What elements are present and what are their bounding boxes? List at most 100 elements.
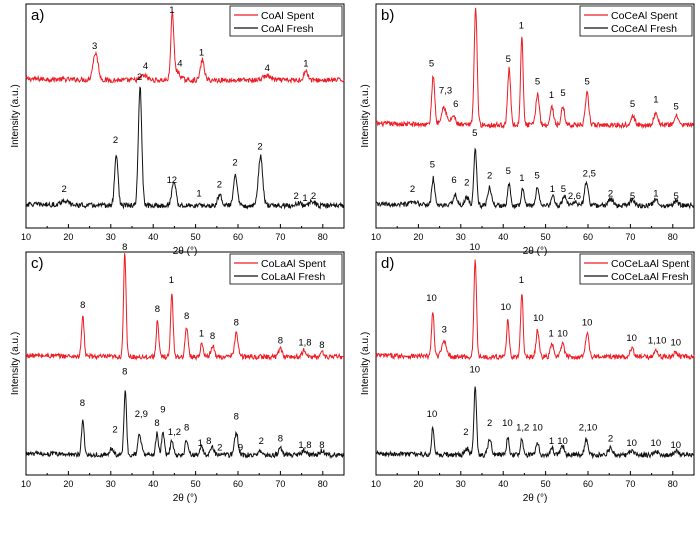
peak-label: 5: [560, 88, 565, 99]
legend-box: [579, 253, 693, 285]
peak-label: 2: [217, 442, 222, 453]
x-axis-label: 2θ (°): [173, 493, 198, 504]
panel-label: d): [381, 255, 394, 272]
peak-label: 10: [670, 338, 681, 349]
peak-label: 1: [198, 438, 203, 449]
peak-label: 10: [557, 329, 568, 340]
plot-frame: [25, 251, 345, 476]
peak-label: 8: [122, 242, 127, 253]
peak-label: 1: [549, 436, 554, 447]
peak-label: 10: [533, 313, 544, 324]
peak-label: 5: [585, 77, 590, 88]
legend-label: CoCeLaAl Spent: [611, 258, 689, 270]
peak-label: 3: [442, 324, 447, 335]
panel-d: 10 20 30 40 50 60 70 80 2θ (°) Intensity (a.u.) d)…: [360, 242, 695, 504]
peak-label: 1: [548, 329, 553, 340]
peak-label: 5: [534, 171, 539, 182]
x-tick-label: 30: [456, 232, 466, 242]
plot-frame: [25, 3, 345, 229]
x-tick-label: 10: [21, 479, 31, 489]
legend-box: [229, 5, 343, 37]
peak-label: 10: [582, 318, 593, 329]
peak-label: 8: [184, 311, 189, 322]
series-line-spent: [375, 259, 695, 361]
legend-label: CoCeAl Fresh: [611, 23, 677, 35]
peak-label: 4: [177, 59, 182, 70]
peak-label: 10: [426, 293, 437, 304]
peak-label: 5: [630, 191, 635, 202]
peak-label: 9: [238, 442, 243, 453]
peak-label: 3: [92, 41, 97, 52]
peak-label: 5: [429, 59, 434, 70]
peak-label: 2,5: [583, 168, 596, 179]
peak-label: 1: [167, 175, 172, 186]
peak-label: 1,8: [298, 338, 311, 349]
peak-label: 1,2: [168, 427, 181, 438]
series-line-fresh: [25, 390, 345, 460]
peak-label: 2,10: [579, 422, 598, 433]
x-tick-label: 20: [63, 232, 73, 242]
peak-label: 2: [172, 175, 177, 186]
x-tick-label: 80: [668, 479, 678, 489]
x-tick-label: 60: [233, 479, 243, 489]
peak-label: 2: [311, 191, 316, 202]
peak-label: 10: [557, 436, 568, 447]
peak-label: 9: [160, 405, 165, 416]
x-tick-label: 40: [498, 232, 508, 242]
x-tick-label: 50: [191, 232, 201, 242]
peak-label: 4: [265, 63, 270, 74]
peak-label: 1: [169, 275, 174, 286]
peak-label: 8: [234, 411, 239, 422]
peak-label: 2: [232, 157, 237, 168]
peak-label: 5: [674, 191, 679, 202]
x-axis-label: 2θ (°): [523, 493, 548, 504]
x-tick-label: 70: [625, 232, 635, 242]
peak-label: 2: [62, 184, 67, 195]
peak-label: 1: [519, 173, 524, 184]
peak-label: 1,10: [648, 335, 667, 346]
x-tick-label: 60: [583, 479, 593, 489]
peak-label: 2: [113, 135, 118, 146]
x-tick-label: 10: [371, 232, 381, 242]
x-tick-label: 60: [233, 232, 243, 242]
peak-label: 5: [630, 99, 635, 110]
peak-label: 7,3: [439, 86, 452, 97]
peak-label: 5: [430, 160, 435, 171]
x-tick-label: 50: [541, 479, 551, 489]
peak-label: 10: [532, 422, 543, 433]
peak-label: 2: [464, 177, 469, 188]
x-tick-label: 80: [668, 232, 678, 242]
peak-label: 2: [257, 142, 262, 153]
y-axis-label: Intensity (a.u.): [360, 84, 371, 147]
peak-label: 8: [80, 398, 85, 409]
peak-label: 2: [608, 434, 613, 445]
x-tick-label: 20: [63, 479, 73, 489]
legend-label: CoCeLaAl Fresh: [611, 271, 689, 283]
peak-label: 8: [234, 318, 239, 329]
x-tick-label: 70: [625, 479, 635, 489]
series-line-fresh: [375, 386, 695, 460]
peak-label: 5: [506, 166, 511, 177]
peak-label: 1: [519, 21, 524, 32]
series-line-fresh: [375, 147, 695, 210]
peak-label: 5: [506, 54, 511, 65]
peak-label: 8: [319, 340, 324, 351]
x-tick-label: 40: [148, 479, 158, 489]
peak-label: 10: [427, 409, 438, 420]
series-line-spent: [25, 11, 345, 84]
peak-label: 5: [674, 101, 679, 112]
peak-label: 6: [451, 175, 456, 186]
peak-label: 2: [293, 191, 298, 202]
peak-label: 8: [155, 304, 160, 315]
peak-label: 10: [500, 302, 511, 313]
x-tick-label: 80: [318, 479, 328, 489]
peak-label: 2: [217, 180, 222, 191]
peak-label: 2,9: [135, 409, 148, 420]
peak-label: 1: [550, 184, 555, 195]
peak-label: 8: [154, 418, 159, 429]
peak-label: 1: [199, 48, 204, 59]
